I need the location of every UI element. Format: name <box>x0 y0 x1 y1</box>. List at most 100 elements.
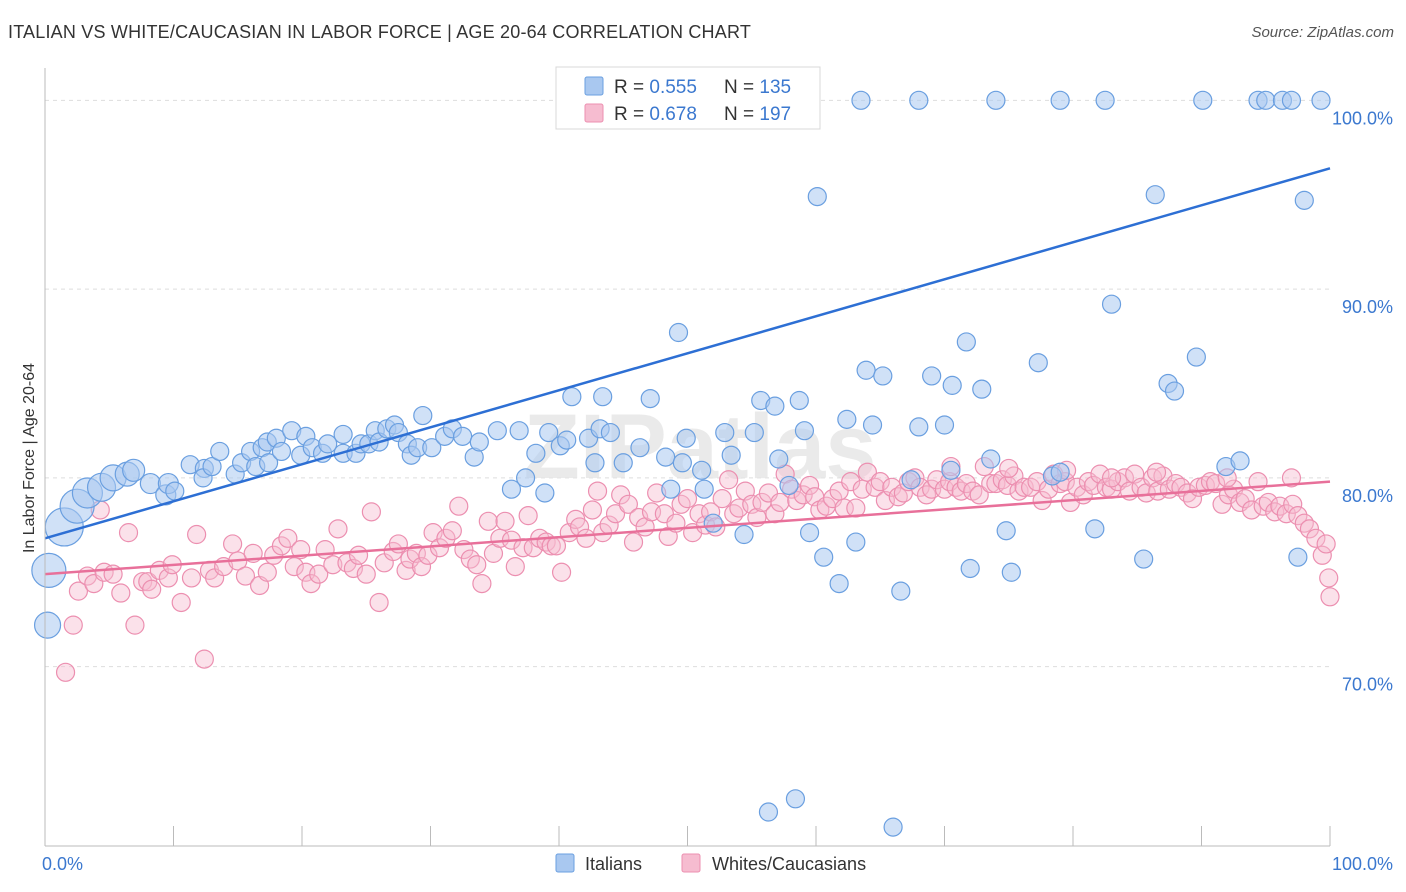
whites-caucasians-point <box>916 485 937 505</box>
whites-caucasians-point <box>992 470 1012 490</box>
italians-point <box>526 443 546 463</box>
whites-caucasians-point <box>1258 492 1278 513</box>
whites-caucasians-point <box>181 568 202 588</box>
whites-caucasians-point <box>1206 473 1226 494</box>
whites-caucasians-point <box>309 564 329 584</box>
y-tick-label: 90.0% <box>1342 297 1393 317</box>
italians-point <box>656 447 676 467</box>
whites-caucasians-point <box>411 557 432 577</box>
italians-point <box>593 387 613 407</box>
legend-r-label: R = <box>614 77 649 98</box>
whites-caucasians-point <box>770 492 790 513</box>
italians-point <box>922 366 942 386</box>
italians-point <box>846 532 866 552</box>
x-tick-label: 0.0% <box>42 854 83 874</box>
whites-caucasians-point <box>291 540 311 560</box>
svg-text:R = 0.678: R = 0.678 <box>614 104 697 125</box>
y-tick-label: 80.0% <box>1342 486 1393 506</box>
italians-point <box>453 426 473 446</box>
whites-caucasians-point <box>981 473 1001 494</box>
whites-caucasians-point <box>68 581 89 601</box>
whites-caucasians-point <box>284 557 304 577</box>
whites-caucasians-point <box>999 458 1019 479</box>
italians-point <box>1050 90 1070 110</box>
italians-point <box>515 468 536 488</box>
y-tick-label: 100.0% <box>1332 108 1393 128</box>
whites-caucasians-point <box>257 562 277 582</box>
whites-caucasians-point <box>1299 519 1320 539</box>
whites-caucasians-trend-line <box>44 480 1331 576</box>
whites-caucasians-point <box>472 573 492 594</box>
whites-caucasians-point <box>63 615 83 635</box>
whites-caucasians-point <box>55 662 76 682</box>
italians-point <box>210 441 230 462</box>
svg-text:N = 197: N = 197 <box>724 104 791 125</box>
italians-point <box>1095 90 1115 110</box>
italians-point <box>585 453 605 473</box>
whites-caucasians-point <box>278 528 298 548</box>
whites-caucasians-point <box>118 523 139 543</box>
whites-caucasians-point <box>449 496 469 516</box>
italians-point <box>901 470 921 490</box>
italians-point <box>1288 547 1308 567</box>
italians-point <box>715 422 735 443</box>
italians-point <box>271 441 292 462</box>
whites-caucasians-point <box>125 615 145 635</box>
italians-point <box>422 438 442 458</box>
italians-point <box>909 417 929 437</box>
whites-caucasians-point <box>235 566 256 586</box>
italians-point <box>909 90 929 110</box>
y-axis-label: In Labor Force | Age 20-64 <box>21 363 38 553</box>
whites-caucasians-point <box>429 538 450 558</box>
legend-swatch-whites <box>584 103 604 123</box>
italians-point <box>165 481 185 501</box>
whites-caucasians-point <box>623 532 644 552</box>
whites-caucasians-point <box>361 502 381 522</box>
whites-caucasians-point <box>888 487 908 507</box>
whites-caucasians-point <box>1294 513 1314 533</box>
whites-caucasians-point <box>582 500 603 520</box>
whites-caucasians-point <box>187 524 207 545</box>
italians-point <box>765 396 785 416</box>
italians-point <box>829 573 849 594</box>
whites-caucasians-point <box>865 477 885 497</box>
whites-caucasians-point <box>846 498 866 518</box>
whites-caucasians-point <box>396 560 416 580</box>
italians-point <box>744 422 764 443</box>
italians-point <box>794 421 815 441</box>
whites-caucasians-point <box>1306 528 1326 548</box>
whites-caucasians-point <box>997 475 1018 496</box>
italians-point <box>789 390 809 411</box>
italians-point <box>1134 549 1154 569</box>
trend-lines <box>44 167 1331 576</box>
chart-title: ITALIAN VS WHITE/CAUCASIAN IN LABOR FORC… <box>8 22 752 42</box>
whites-caucasians-point <box>1319 568 1339 588</box>
italians-point <box>487 421 507 441</box>
italians-points <box>31 90 1331 837</box>
whites-caucasians-point <box>1312 545 1332 565</box>
whites-caucasians-point <box>328 519 348 539</box>
italians-point <box>509 421 529 441</box>
italians-point <box>779 475 799 496</box>
italians-point <box>258 453 279 473</box>
whites-caucasians-point <box>605 504 626 524</box>
whites-caucasians-point <box>587 481 608 501</box>
italians-point <box>1230 451 1250 471</box>
italians-point <box>873 366 893 386</box>
whites-caucasians-point <box>442 521 462 541</box>
whites-caucasians-point <box>356 564 376 584</box>
italians-point <box>318 434 338 454</box>
whites-caucasians-point <box>1146 462 1167 482</box>
italians-point <box>837 409 857 429</box>
italians-point <box>613 453 633 473</box>
italians-point <box>799 523 820 543</box>
italians-point <box>758 802 779 822</box>
italians-point <box>734 524 754 545</box>
whites-caucasians-point <box>271 536 292 556</box>
y-tick-label: 70.0% <box>1342 675 1393 695</box>
italians-point <box>814 547 834 567</box>
legend-n-value: 197 <box>759 104 791 125</box>
italians-point <box>661 479 681 499</box>
italians-point <box>862 415 883 435</box>
